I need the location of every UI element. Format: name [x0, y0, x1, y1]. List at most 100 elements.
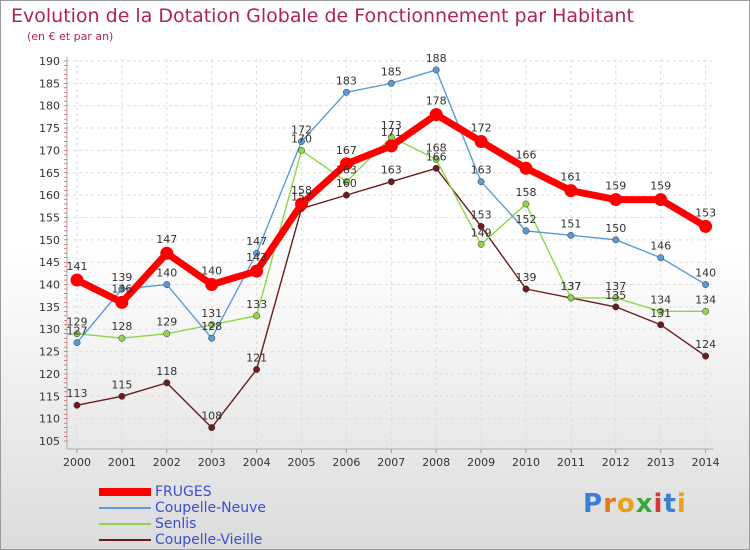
data-point-Coupelle-Vieille [477, 222, 485, 230]
data-label-FRUGES: 141 [67, 260, 88, 273]
data-point-FRUGES [160, 246, 174, 260]
x-tick-label: 2013 [647, 456, 675, 469]
data-point-FRUGES [70, 273, 84, 287]
data-label-Senlis: 158 [516, 186, 537, 199]
data-label-Senlis: 134 [695, 293, 716, 306]
data-point-Coupelle-Vieille [208, 424, 216, 432]
data-labels: 141 136 147 140 143 158 167 171 178 172 166 161 159 1… [67, 52, 717, 423]
proxiti-logo: Proxiti [583, 489, 687, 519]
data-point-Coupelle-Vieille [612, 303, 620, 311]
y-tick-label: 120 [39, 368, 60, 381]
data-label-FRUGES: 172 [471, 121, 492, 134]
data-point-Coupelle-Vieille [73, 401, 81, 409]
data-point-Coupelle-Neuve [522, 227, 530, 235]
data-point-Senlis [342, 178, 350, 186]
data-point-Coupelle-Vieille [253, 366, 261, 373]
x-tick-label: 2002 [153, 456, 181, 469]
chart-title: Evolution de la Dotation Globale de Fonc… [11, 5, 634, 27]
data-point-FRUGES [295, 197, 308, 211]
y-tick-label: 110 [39, 413, 60, 426]
data-point-Coupelle-Neuve [163, 281, 171, 288]
data-label-Coupelle-Neuve: 188 [426, 52, 447, 65]
legend-swatch [99, 523, 151, 525]
data-point-FRUGES [519, 161, 533, 175]
data-label-Coupelle-Neuve: 147 [246, 235, 267, 248]
data-point-Coupelle-Vieille [342, 191, 350, 199]
data-label-FRUGES: 147 [156, 233, 177, 246]
data-point-Coupelle-Vieille [118, 392, 126, 400]
legend-swatch [99, 507, 151, 509]
data-point-Coupelle-Neuve [73, 339, 81, 347]
x-tick-label: 2000 [63, 456, 91, 469]
data-point-Coupelle-Neuve [702, 281, 710, 288]
data-point-FRUGES [474, 134, 488, 148]
axes: 105 110 115 120 125 130 135 140 145 150 155 160 165 1… [39, 55, 720, 469]
data-label-Coupelle-Neuve: 140 [156, 267, 177, 280]
legend-label: Senlis [155, 516, 197, 532]
data-point-Coupelle-Neuve [477, 178, 485, 186]
legend-label: Coupelle-Vieille [155, 532, 263, 548]
data-point-Senlis [253, 312, 261, 320]
data-label-FRUGES: 153 [695, 206, 716, 219]
data-label-Senlis: 163 [336, 164, 357, 177]
data-point-Senlis [432, 155, 440, 163]
data-point-Coupelle-Neuve [657, 254, 665, 262]
data-label-Coupelle-Neuve: 139 [111, 271, 132, 284]
legend-label: Coupelle-Neuve [155, 500, 267, 516]
y-tick-label: 160 [39, 189, 60, 202]
data-label-Coupelle-Neuve: 151 [560, 217, 581, 230]
data-label-FRUGES: 161 [560, 171, 581, 184]
data-point-FRUGES [429, 108, 443, 122]
data-label-Coupelle-Neuve: 150 [605, 222, 626, 235]
data-label-Coupelle-Vieille: 113 [67, 387, 88, 400]
data-point-Senlis [118, 334, 126, 342]
x-tick-label: 2010 [512, 456, 540, 469]
x-tick-label: 2009 [467, 456, 495, 469]
data-label-FRUGES: 159 [650, 180, 671, 193]
data-point-FRUGES [205, 278, 219, 292]
data-label-Coupelle-Neuve: 185 [381, 65, 402, 78]
data-label-Senlis: 133 [246, 298, 267, 311]
data-label-Coupelle-Vieille: 137 [560, 280, 581, 293]
data-point-Coupelle-Neuve [118, 285, 126, 293]
data-label-Coupelle-Vieille: 166 [426, 150, 447, 163]
data-label-Coupelle-Vieille: 108 [201, 410, 222, 423]
data-label-FRUGES: 158 [291, 184, 312, 197]
data-label-FRUGES: 171 [381, 126, 402, 139]
data-label-Coupelle-Vieille: 124 [695, 338, 716, 351]
x-tick-label: 2001 [108, 456, 136, 469]
data-label-FRUGES: 140 [201, 265, 222, 278]
data-point-FRUGES [564, 184, 578, 198]
data-label-Coupelle-Vieille: 115 [111, 378, 132, 391]
data-point-Coupelle-Vieille [702, 352, 710, 360]
data-label-Senlis: 149 [471, 226, 492, 239]
data-point-Coupelle-Neuve [253, 249, 261, 257]
data-label-Senlis: 134 [650, 293, 671, 306]
legend-label: FRUGES [155, 484, 212, 500]
data-point-Senlis [702, 307, 710, 315]
data-label-FRUGES: 143 [246, 251, 267, 264]
data-point-Coupelle-Vieille [522, 285, 530, 293]
data-label-Coupelle-Vieille: 131 [650, 307, 671, 320]
data-label-FRUGES: 166 [516, 148, 537, 161]
chart-subtitle: (en € et par an) [27, 30, 114, 43]
data-point-FRUGES [339, 157, 353, 171]
data-label-Coupelle-Vieille: 121 [246, 351, 267, 364]
y-tick-label: 155 [39, 211, 60, 224]
data-point-FRUGES [654, 193, 668, 207]
data-label-FRUGES: 136 [111, 282, 132, 295]
data-label-FRUGES: 159 [605, 180, 626, 193]
data-point-FRUGES [609, 193, 623, 207]
y-tick-label: 165 [39, 167, 60, 180]
data-point-Coupelle-Vieille [387, 178, 395, 186]
data-label-Senlis: 137 [605, 280, 626, 293]
data-point-Coupelle-Vieille [432, 164, 440, 172]
data-label-Coupelle-Neuve: 140 [695, 267, 716, 280]
data-point-Coupelle-Vieille [657, 321, 665, 329]
data-label-Coupelle-Vieille: 118 [156, 365, 177, 378]
data-label-Senlis: 137 [560, 280, 581, 293]
data-label-Coupelle-Vieille: 153 [471, 208, 492, 221]
data-label-Coupelle-Neuve: 127 [67, 325, 88, 338]
data-point-Senlis [298, 146, 305, 154]
data-point-FRUGES [115, 295, 129, 309]
